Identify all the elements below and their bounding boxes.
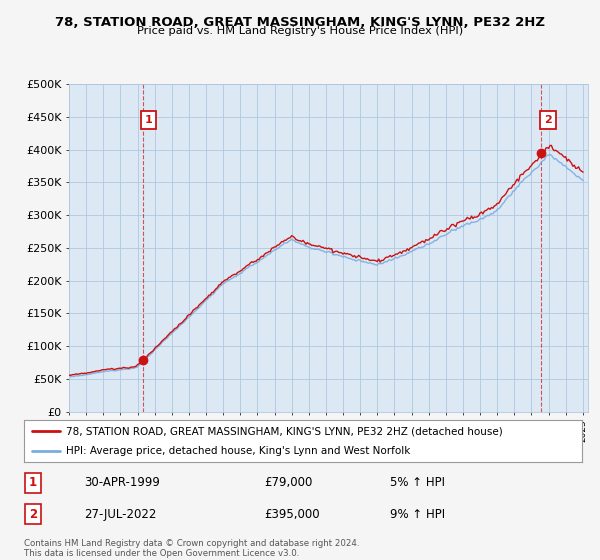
Text: 1: 1 <box>29 476 37 489</box>
Text: 1: 1 <box>145 115 152 125</box>
Text: Contains HM Land Registry data © Crown copyright and database right 2024.
This d: Contains HM Land Registry data © Crown c… <box>24 539 359 558</box>
Text: HPI: Average price, detached house, King's Lynn and West Norfolk: HPI: Average price, detached house, King… <box>66 446 410 456</box>
Text: 78, STATION ROAD, GREAT MASSINGHAM, KING'S LYNN, PE32 2HZ (detached house): 78, STATION ROAD, GREAT MASSINGHAM, KING… <box>66 426 503 436</box>
Text: 2: 2 <box>544 115 552 125</box>
Text: 2: 2 <box>29 507 37 521</box>
Text: 27-JUL-2022: 27-JUL-2022 <box>84 507 157 521</box>
Text: 9% ↑ HPI: 9% ↑ HPI <box>390 507 445 521</box>
Text: £395,000: £395,000 <box>264 507 320 521</box>
Text: 5% ↑ HPI: 5% ↑ HPI <box>390 476 445 489</box>
Text: Price paid vs. HM Land Registry's House Price Index (HPI): Price paid vs. HM Land Registry's House … <box>137 26 463 36</box>
Text: 30-APR-1999: 30-APR-1999 <box>84 476 160 489</box>
Text: £79,000: £79,000 <box>264 476 313 489</box>
Text: 78, STATION ROAD, GREAT MASSINGHAM, KING'S LYNN, PE32 2HZ: 78, STATION ROAD, GREAT MASSINGHAM, KING… <box>55 16 545 29</box>
